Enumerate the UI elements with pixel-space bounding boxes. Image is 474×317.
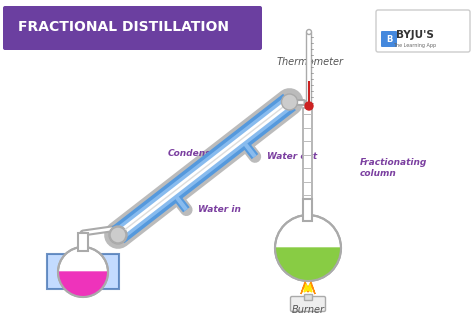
Text: Water out: Water out [267, 152, 317, 161]
Bar [303, 199, 312, 221]
FancyBboxPatch shape [381, 31, 397, 47]
Circle shape [282, 94, 298, 110]
Wedge shape [59, 272, 107, 296]
Text: BYJU'S: BYJU'S [396, 30, 434, 40]
Text: Burner: Burner [292, 305, 325, 315]
Wedge shape [276, 248, 340, 280]
Bar [308, 81, 310, 105]
Bar [78, 233, 88, 251]
Text: The Learning App: The Learning App [393, 42, 437, 48]
Circle shape [275, 215, 341, 281]
Circle shape [109, 226, 127, 244]
Circle shape [305, 102, 313, 110]
Bar [307, 32, 311, 108]
FancyBboxPatch shape [291, 296, 326, 312]
Bar [304, 294, 312, 300]
Text: Thermometer: Thermometer [276, 57, 344, 67]
Circle shape [110, 227, 126, 243]
Bar [303, 108, 312, 201]
Text: Fractionating
column: Fractionating column [360, 158, 428, 178]
FancyBboxPatch shape [376, 10, 470, 52]
FancyBboxPatch shape [3, 6, 262, 50]
Bar [47, 254, 119, 289]
Text: FRACTIONAL DISTILLATION: FRACTIONAL DISTILLATION [18, 20, 229, 34]
Circle shape [307, 29, 311, 35]
Text: B: B [386, 35, 392, 43]
Polygon shape [304, 284, 312, 292]
Polygon shape [301, 282, 315, 294]
Circle shape [58, 247, 108, 297]
Text: Water in: Water in [198, 205, 241, 214]
Text: Condenser: Condenser [168, 149, 222, 158]
